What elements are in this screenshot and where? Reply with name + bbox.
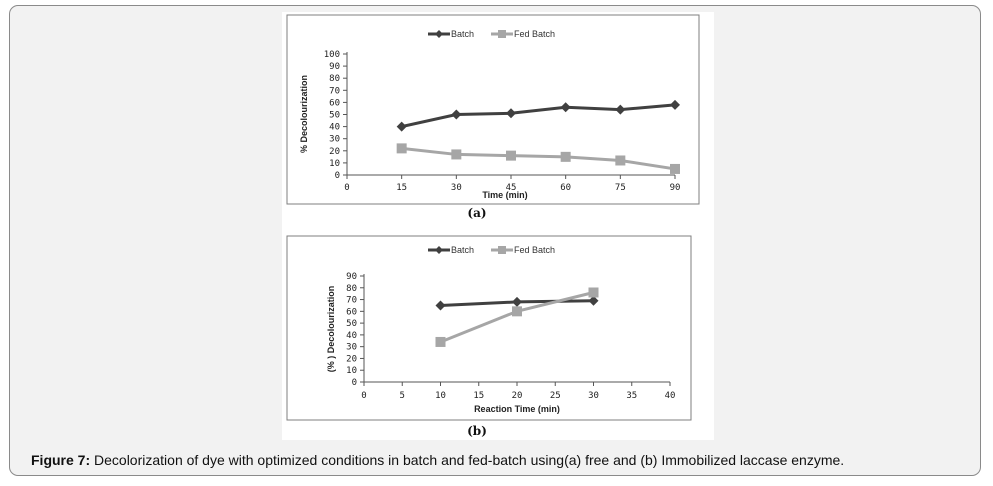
chart1-data-point-fed-batch [451, 149, 462, 160]
chart2-y-tick-label: 0 [352, 378, 357, 388]
chart1-y-tick-label: 50 [329, 111, 340, 121]
chart2-data-point-fed-batch [588, 287, 599, 298]
chart1-y-tick-label: 40 [329, 123, 340, 133]
chart1-y-tick-label: 70 [329, 86, 340, 96]
chart1-y-tick-label: 80 [329, 74, 340, 84]
chart2-data-point-fed-batch [435, 336, 446, 347]
caption-text: Decolorization of dye with optimized con… [90, 452, 845, 468]
chart1-series-line-1 [401, 146, 676, 171]
chart2-chart-area [286, 235, 692, 421]
chart1-y-tick-label: 90 [329, 62, 340, 72]
chart1-legend-marker [435, 30, 443, 38]
chart1-y-axis-label: % Decolourization [299, 75, 309, 153]
chart1-x-tick-label: 75 [615, 183, 626, 193]
chart2-y-tick-label: 40 [346, 331, 357, 341]
chart2-y-axis-label: (% ) Decolourization [326, 286, 336, 373]
chart2-y-tick-label: 90 [346, 272, 357, 282]
chart1-x-tick-label: 0 [344, 183, 349, 193]
chart2-x-tick-label: 40 [665, 391, 676, 401]
chart1-y-tick-label: 100 [324, 50, 340, 60]
chart1-legend-marker [498, 30, 506, 38]
chart2-panel-label: (b) [467, 424, 487, 438]
chart1-data-point-fed-batch [670, 163, 680, 174]
chart1-data-point-fed-batch [396, 143, 407, 154]
chart2-y-tick-label: 80 [346, 284, 357, 294]
chart1-legend-label: Fed Batch [514, 29, 555, 39]
chart1-y-tick-label: 60 [329, 98, 340, 108]
chart2-y-tick-label: 60 [346, 307, 357, 317]
chart1-data-point-batch [670, 99, 680, 110]
chart2-x-tick-label: 25 [550, 391, 561, 401]
chart2-legend-label: Batch [451, 245, 474, 255]
chart2-y-tick-label: 70 [346, 296, 357, 306]
chart1-data-point-batch [560, 102, 571, 113]
chart1-data-point-batch [615, 104, 626, 115]
chart2-data-point-fed-batch [512, 306, 522, 317]
chart1-x-tick-label: 30 [451, 183, 462, 193]
chart2-x-tick-label: 0 [361, 391, 366, 401]
chart2-x-tick-label: 5 [400, 391, 405, 401]
chart1-x-tick-label: 15 [396, 183, 407, 193]
chart1-data-point-batch [451, 109, 462, 120]
chart2-y-tick-label: 10 [346, 366, 357, 376]
figure-caption: Figure 7: Decolorization of dye with opt… [31, 452, 844, 468]
chart2-x-tick-label: 30 [588, 391, 599, 401]
chart2-data-point-batch [435, 300, 446, 311]
caption-label: Figure 7: [31, 452, 91, 468]
chart2-x-tick-label: 20 [512, 391, 523, 401]
chart2-data-point-batch [512, 296, 522, 307]
chart2-legend-marker [435, 246, 443, 254]
chart2-y-tick-label: 50 [346, 319, 357, 329]
chart2-legend-label: Fed Batch [514, 245, 555, 255]
chart1-x-tick-label: 60 [560, 183, 571, 193]
chart2-legend-marker [498, 246, 506, 254]
chart2-x-tick-label: 10 [435, 391, 446, 401]
chart2-x-tick-label: 35 [626, 391, 637, 401]
chart1-legend-label: Batch [451, 29, 474, 39]
chart1-data-point-fed-batch [506, 150, 516, 161]
chart1-x-tick-label: 90 [670, 183, 681, 193]
chart1-data-point-batch [396, 121, 407, 132]
chart1-panel-label: (a) [467, 206, 486, 220]
chart1-y-tick-label: 10 [329, 159, 340, 169]
chart2-x-tick-label: 15 [473, 391, 484, 401]
chart1-series-line-0 [401, 103, 676, 129]
chart2-x-axis-label: Reaction Time (min) [474, 404, 560, 414]
chart1-x-axis-label: Time (min) [482, 190, 527, 200]
chart1-y-tick-label: 0 [335, 171, 340, 181]
chart2-y-tick-label: 30 [346, 343, 357, 353]
chart1-data-point-batch [506, 108, 516, 119]
chart1-y-tick-label: 20 [329, 147, 340, 157]
chart1-x-tick-label: 45 [506, 183, 517, 193]
chart2-data-point-batch [588, 295, 599, 306]
chart1-y-tick-label: 30 [329, 135, 340, 145]
chart1-data-point-fed-batch [615, 155, 626, 166]
chart1-data-point-fed-batch [560, 151, 571, 162]
chart2-y-tick-label: 20 [346, 354, 357, 364]
